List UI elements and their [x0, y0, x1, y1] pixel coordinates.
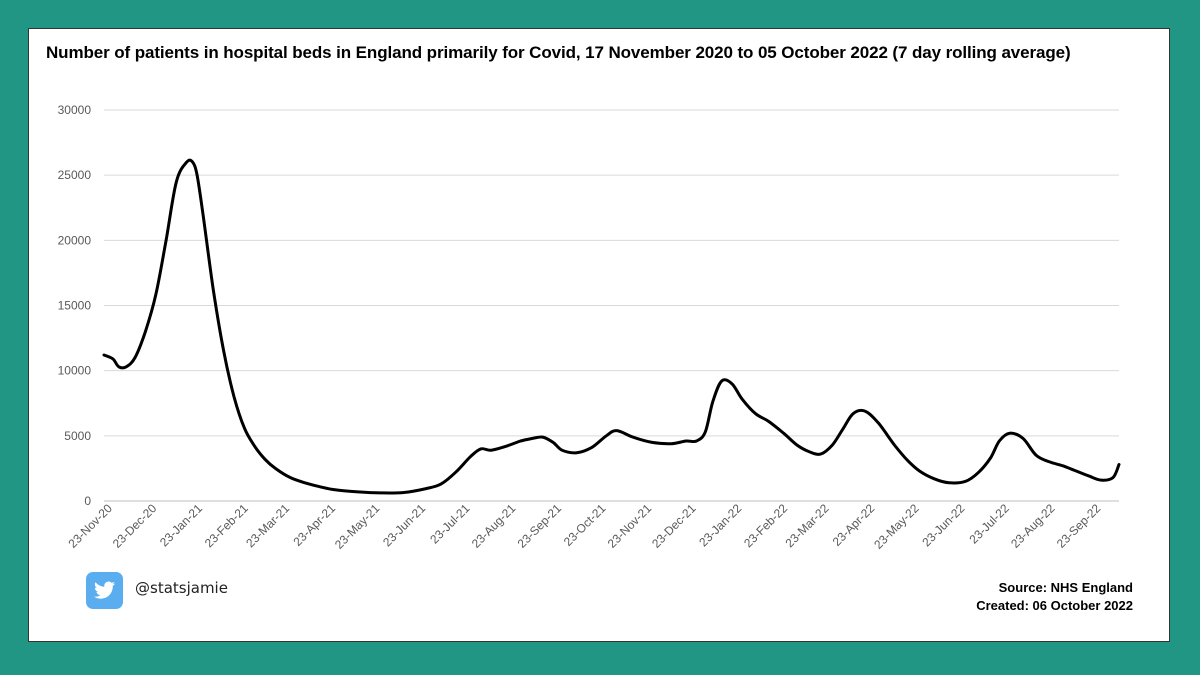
x-tick-label: 23-Jan-21 — [157, 501, 205, 549]
created-date: Created: 06 October 2022 — [976, 598, 1133, 613]
x-tick-label: 23-Dec-20 — [110, 501, 160, 551]
y-tick-label: 25000 — [58, 168, 92, 182]
x-tick-label: 23-Feb-22 — [741, 501, 790, 550]
x-tick-label: 23-Mar-21 — [243, 501, 292, 550]
x-tick-label: 23-Jul-22 — [967, 501, 1013, 547]
x-tick-label: 23-May-22 — [871, 501, 922, 552]
y-tick-label: 15000 — [58, 299, 92, 313]
x-tick-label: 23-Oct-21 — [561, 501, 609, 549]
x-axis-ticks: 23-Nov-2023-Dec-2023-Jan-2123-Feb-2123-M… — [65, 501, 1103, 552]
x-tick-label: 23-Sep-22 — [1054, 501, 1104, 551]
x-tick-label: 23-Feb-21 — [202, 501, 251, 550]
source-note: Source: NHS England Created: 06 October … — [976, 579, 1133, 615]
x-tick-label: 23-Jan-22 — [696, 501, 744, 549]
x-tick-label: 23-Dec-21 — [649, 501, 699, 551]
source-text: Source: NHS England — [998, 580, 1133, 595]
x-tick-label: 23-Sep-21 — [515, 501, 565, 551]
x-tick-label: 23-Nov-20 — [65, 501, 115, 551]
line-chart: 0 5000 10000 15000 20000 25000 30000 23-Nov-20… — [58, 103, 1121, 552]
x-tick-label: 23-Jun-21 — [380, 501, 428, 549]
y-tick-label: 0 — [84, 494, 91, 508]
y-tick-label: 5000 — [64, 429, 91, 443]
x-tick-label: 23-Aug-22 — [1008, 501, 1058, 551]
x-tick-label: 23-Nov-21 — [605, 501, 655, 551]
twitter-bird-icon — [94, 581, 115, 599]
series-line — [102, 158, 1121, 495]
y-tick-label: 10000 — [58, 364, 92, 378]
x-tick-label: 23-Mar-22 — [782, 501, 831, 550]
gridlines — [104, 109, 1119, 502]
x-tick-label: 23-Aug-21 — [469, 501, 519, 551]
x-tick-label: 23-May-21 — [332, 501, 383, 552]
x-tick-label: 23-Jul-21 — [427, 501, 473, 547]
twitter-handle: @statsjamie — [135, 579, 228, 597]
twitter-badge — [86, 572, 123, 609]
y-tick-label: 20000 — [58, 233, 92, 247]
y-tick-label: 30000 — [58, 103, 92, 117]
chart-title: Number of patients in hospital beds in E… — [46, 43, 1071, 62]
x-tick-label: 23-Jun-22 — [919, 501, 967, 549]
y-axis-ticks: 0 5000 10000 15000 20000 25000 30000 — [58, 103, 92, 508]
chart-card: Number of patients in hospital beds in E… — [28, 28, 1170, 642]
